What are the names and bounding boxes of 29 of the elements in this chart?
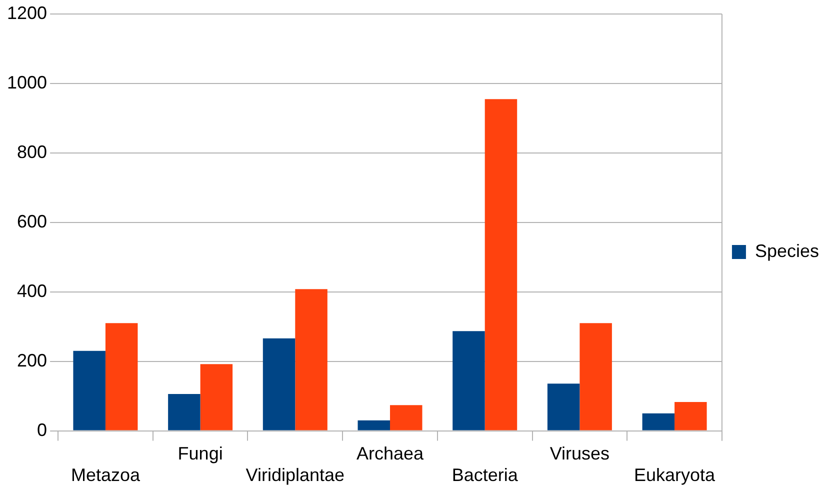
y-tick-label: 1000 — [6, 72, 48, 92]
y-tick-label: 400 — [16, 280, 48, 301]
x-tick-label: Viruses — [550, 444, 610, 464]
bar — [358, 420, 390, 430]
x-tick-label: Viridiplantae — [246, 465, 345, 486]
bar — [105, 323, 138, 430]
bar — [547, 384, 580, 430]
bar — [262, 338, 296, 430]
bar — [295, 289, 328, 430]
bar — [580, 323, 612, 430]
bar — [390, 405, 422, 430]
bar — [73, 350, 106, 430]
x-tick-label: Archaea — [356, 444, 425, 464]
y-tick-label: 0 — [37, 420, 48, 440]
bar — [200, 364, 233, 430]
bar — [452, 331, 485, 430]
legend-label: Species — [754, 240, 820, 261]
bar — [484, 99, 518, 430]
x-tick-label: Eukaryota — [634, 465, 716, 486]
x-tick-label: Fungi — [178, 444, 223, 464]
x-tick-label: Metazoa — [70, 465, 141, 486]
bar — [642, 413, 675, 430]
y-tick-label: 800 — [16, 142, 48, 162]
bar — [168, 394, 200, 430]
y-tick-label: 200 — [16, 350, 48, 370]
y-tick-label: 600 — [16, 211, 48, 232]
x-tick-label: Bacteria — [452, 465, 519, 486]
bar — [674, 402, 707, 430]
y-tick-label: 1200 — [6, 2, 48, 23]
